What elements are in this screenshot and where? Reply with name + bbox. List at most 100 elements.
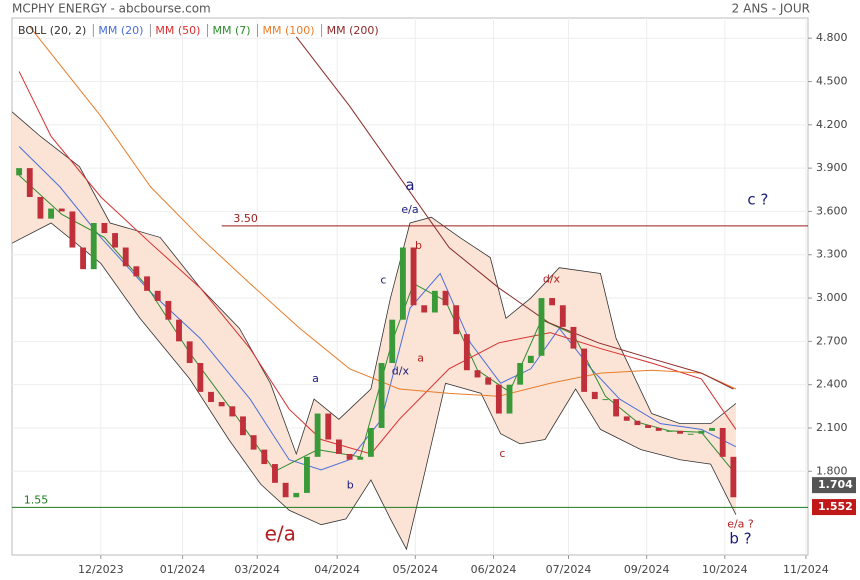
candle: [613, 399, 620, 417]
candle: [240, 416, 246, 436]
candle: [218, 401, 225, 407]
candle: [431, 290, 438, 313]
candle: [709, 427, 715, 431]
y-tick-label: 3.600: [816, 204, 848, 217]
x-tick-label: 11/2024: [783, 563, 829, 576]
candle: [453, 305, 460, 335]
wave-label: a: [312, 372, 319, 385]
bollinger-lower: [12, 222, 737, 551]
candle: [623, 416, 630, 421]
wave-label: e/a: [265, 521, 296, 545]
x-tick-label: 06/2024: [471, 563, 517, 576]
candle: [112, 233, 118, 248]
candle: [495, 384, 502, 414]
legend-entry: MM (7): [212, 24, 250, 37]
wave-label: b: [415, 239, 422, 252]
x-tick-label: 10/2024: [702, 563, 748, 576]
candle: [549, 298, 556, 306]
y-tick-label: 4.200: [816, 118, 848, 131]
candle: [570, 326, 577, 349]
candle: [581, 348, 588, 392]
candle: [719, 427, 726, 457]
candle: [677, 430, 684, 434]
candle: [293, 492, 300, 498]
plot-frame: [11, 17, 809, 556]
legend-entry: MM (200): [327, 24, 379, 37]
candle: [442, 290, 449, 306]
candle: [261, 449, 268, 465]
candle: [304, 456, 310, 493]
legend: BOLL (20, 2) MM (20) MM (50) MM (7) MM (100)…: [18, 24, 379, 37]
candle: [176, 319, 182, 342]
wave-label: c: [499, 447, 505, 460]
x-tick-label: 03/2024: [234, 563, 280, 576]
candle: [58, 208, 65, 212]
candle: [314, 413, 321, 457]
reference-label: 1.55: [24, 493, 49, 506]
period-label: 2 ANS - JOUR: [732, 2, 810, 16]
x-tick-label: 12/2023: [78, 563, 124, 576]
candle: [133, 266, 140, 277]
candle: [517, 363, 524, 385]
candle: [602, 399, 609, 401]
y-tick-label: 2.700: [816, 334, 848, 347]
candle: [26, 168, 33, 197]
axes: 4.800 4.500 4.200 3.900 3.600 3.300 3.000 2.700…: [24, 31, 856, 576]
x-tick-label: 01/2024: [160, 563, 206, 576]
candle: [634, 420, 641, 426]
candle: [410, 247, 417, 306]
wave-label: a: [405, 176, 414, 194]
candle: [367, 427, 374, 457]
moving-average: [29, 26, 737, 397]
candle: [346, 453, 353, 460]
candle: [399, 247, 406, 320]
candle: [282, 482, 289, 498]
candle: [474, 370, 481, 378]
wave-label: e/a: [401, 203, 418, 216]
y-tick-label: 4.800: [816, 31, 848, 44]
y-tick-label: 1.800: [816, 464, 848, 477]
candle: [90, 222, 97, 270]
x-tick-label: 09/2024: [624, 563, 670, 576]
y-tick-label: 2.100: [816, 421, 848, 434]
candle: [687, 433, 694, 435]
candle: [144, 276, 150, 291]
y-tick-label: 2.400: [816, 378, 848, 391]
x-tick-label: 07/2024: [546, 563, 592, 576]
candle: [272, 464, 278, 483]
wave-label: d/x: [543, 272, 561, 285]
candle: [655, 427, 662, 431]
candle: [208, 391, 214, 402]
candle: [69, 211, 76, 248]
candle: [101, 222, 108, 234]
candle: [485, 377, 492, 385]
legend-entry: BOLL (20, 2): [18, 24, 86, 37]
candle: [527, 355, 534, 364]
candle: [80, 247, 87, 270]
candle: [666, 430, 673, 432]
wave-label: b: [347, 479, 354, 492]
plot-area: [12, 26, 808, 551]
last-value-label: 1.704: [818, 478, 853, 491]
last-value-badge: [812, 499, 856, 516]
legend-entry: MM (100): [263, 24, 315, 37]
last-value-badge: [812, 477, 856, 494]
candle: [421, 305, 428, 313]
candle: [378, 363, 385, 428]
wave-label: c: [380, 274, 386, 287]
candle: [37, 197, 44, 219]
wave-label: d/x: [392, 365, 410, 378]
candle: [48, 208, 55, 219]
candle: [165, 300, 172, 320]
chart-title: MCPHY ENERGY - abcbourse.com: [12, 2, 211, 16]
y-tick-label: 3.300: [816, 248, 848, 261]
wave-label: a: [417, 352, 424, 365]
wave-label: c ?: [747, 190, 768, 208]
x-tick-label: 05/2024: [392, 563, 438, 576]
candle: [538, 298, 545, 356]
candle: [16, 168, 23, 176]
y-tick-label: 4.500: [816, 75, 848, 88]
candle: [122, 247, 129, 267]
candle: [559, 305, 566, 327]
